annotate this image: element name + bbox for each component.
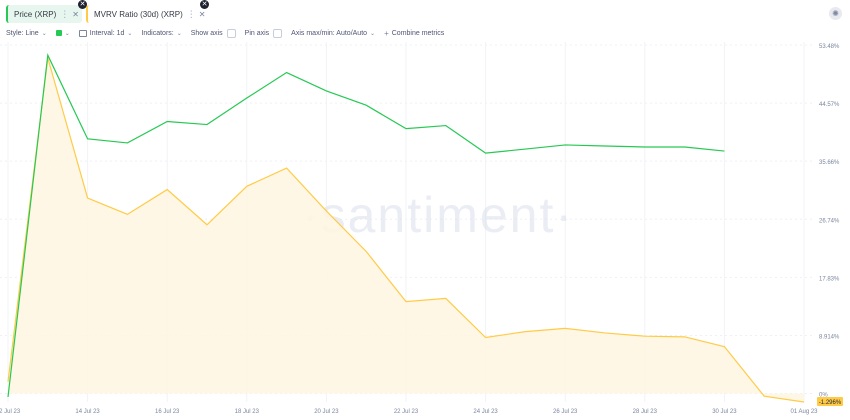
- tab-mvrv-ratio[interactable]: MVRV Ratio (30d) (XRP) ⋮ ✕ ✕: [86, 0, 209, 23]
- pin-axis-label: Pin axis: [244, 29, 270, 37]
- close-icon[interactable]: ✕: [198, 9, 206, 19]
- x-tick-label: 24 Jul 23: [473, 409, 498, 415]
- right-y-axis: 53.48% 44.57% 35.66% 26.74% 17.83% 8.914% 0%: [819, 44, 840, 399]
- chevron-down-icon: ⌄: [176, 30, 182, 37]
- chevron-down-icon: ⌄: [370, 30, 376, 37]
- plus-icon: +: [384, 28, 389, 38]
- x-tick-label: 14 Jul 23: [75, 409, 100, 415]
- last-value-label: -1.296%: [819, 400, 842, 406]
- pin-axis-toggle[interactable]: Pin axis: [244, 28, 283, 38]
- tab-price-label: Price (XRP): [14, 9, 57, 19]
- show-axis-checkbox[interactable]: [226, 28, 236, 38]
- more-options-icon[interactable]: ⋮: [60, 8, 69, 19]
- price-series-line: [7, 53, 725, 397]
- x-tick-label: 20 Jul 23: [314, 409, 339, 415]
- chart-toolbar: Style: Line ⌄ ⌄ Interval: 1d ⌄ Indicator…: [6, 27, 453, 39]
- x-tick-label: 18 Jul 23: [235, 409, 260, 415]
- y-tick-label: 53.48%: [819, 44, 840, 50]
- chart-grid: [0, 42, 812, 402]
- x-axis: 12 Jul 23 14 Jul 23 16 Jul 23 18 Jul 23 20 J…: [0, 409, 818, 415]
- x-tick-label: 22 Jul 23: [394, 409, 419, 415]
- interval-label: Interval: 1d: [89, 29, 125, 37]
- axis-minmax-label: Axis max/min: Auto/Auto: [291, 29, 368, 37]
- close-icon[interactable]: ✕: [72, 9, 79, 19]
- last-value-badge: -1.296%: [817, 397, 843, 406]
- style-label: Style: Line: [6, 29, 39, 37]
- indicators-dropdown[interactable]: Indicators: ⌄: [141, 30, 181, 37]
- calendar-icon: [78, 29, 87, 37]
- remove-metric-icon[interactable]: ✕: [78, 0, 87, 9]
- y-tick-label: 8.914%: [819, 334, 840, 340]
- mvrv-area-fill: [8, 57, 804, 403]
- tab-mvrv-label: MVRV Ratio (30d) (XRP): [94, 9, 183, 19]
- y-tick-label: 17.83%: [819, 276, 840, 282]
- pin-axis-checkbox[interactable]: [273, 28, 283, 38]
- settings-icon[interactable]: ✺: [829, 7, 842, 20]
- y-tick-label: 0%: [819, 393, 828, 399]
- y-tick-label: 44.57%: [819, 102, 840, 108]
- x-tick-label: 12 Jul 23: [0, 409, 21, 415]
- remove-metric-icon[interactable]: ✕: [200, 0, 209, 9]
- color-swatch-icon: [55, 30, 62, 36]
- x-tick-label: 30 Jul 23: [712, 409, 737, 415]
- chevron-down-icon: ⌄: [41, 30, 47, 37]
- show-axis-label: Show axis: [190, 29, 223, 37]
- y-tick-label: 26.74%: [819, 218, 840, 224]
- tab-price-xrp[interactable]: Price (XRP) ⋮ ✕ ✕: [6, 0, 87, 23]
- style-dropdown[interactable]: Style: Line ⌄: [6, 30, 47, 37]
- santiment-watermark: ·santiment·: [302, 187, 574, 243]
- chevron-down-icon: ⌄: [64, 30, 70, 37]
- x-tick-label: 28 Jul 23: [633, 409, 658, 415]
- more-options-icon[interactable]: ⋮: [186, 8, 196, 19]
- last-value-badge-bg: [817, 397, 843, 406]
- color-picker[interactable]: ⌄: [55, 30, 70, 37]
- interval-dropdown[interactable]: Interval: 1d ⌄: [78, 29, 133, 37]
- combine-metrics-label: Combine metrics: [391, 29, 445, 37]
- mvrv-series-line: [7, 57, 805, 403]
- indicators-label: Indicators:: [141, 29, 174, 37]
- show-axis-toggle[interactable]: Show axis: [190, 28, 236, 38]
- x-tick-label: 01 Aug 23: [790, 409, 818, 415]
- y-tick-label: 35.66%: [819, 160, 840, 166]
- x-tick-label: 26 Jul 23: [553, 409, 578, 415]
- chevron-down-icon: ⌄: [127, 30, 133, 37]
- x-tick-label: 16 Jul 23: [155, 409, 180, 415]
- axis-minmax-dropdown[interactable]: Axis max/min: Auto/Auto ⌄: [291, 30, 375, 37]
- combine-metrics-button[interactable]: + Combine metrics: [384, 29, 444, 38]
